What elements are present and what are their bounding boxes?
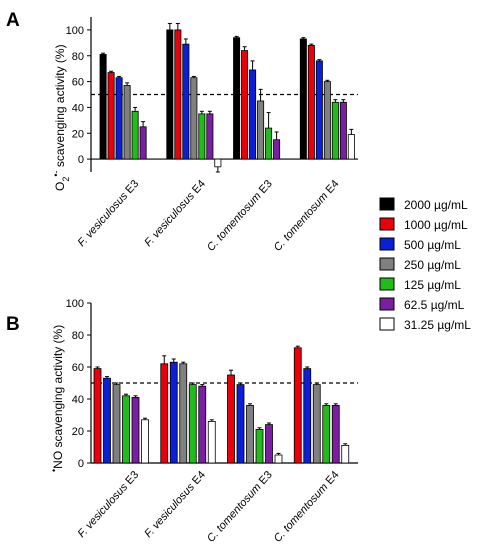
bar	[347, 134, 355, 160]
legend-label: 62.5 µg/mL	[404, 298, 465, 312]
category-label: F. vesiculosus E3	[76, 469, 142, 540]
bar	[265, 424, 273, 464]
bar	[166, 29, 174, 160]
bar	[198, 385, 207, 464]
y-label-sub: 2	[61, 177, 71, 182]
panel-b-plot: 0 20 40 60 80 100 F. vesiculosus E3F. vesiculo…	[66, 298, 358, 545]
legend-swatch	[379, 237, 395, 251]
bar	[198, 113, 206, 160]
bar	[174, 29, 182, 160]
bar	[331, 101, 339, 160]
bar	[293, 347, 302, 464]
bar	[131, 396, 140, 464]
category-label: F. vesiculosus E3	[76, 178, 142, 249]
bar	[160, 363, 169, 464]
category-label: C. tomentosum E4	[272, 469, 342, 545]
bar	[206, 113, 214, 160]
y-tick-label: 0	[78, 458, 84, 470]
panel-letter-a: A	[6, 10, 20, 31]
legend: 2000 µg/mL 1000 µg/mL 500 µg/mL 250 µg/mL 12…	[379, 197, 471, 332]
panel-letter-b: B	[6, 314, 20, 335]
panel-a-y-axis-label: O2•- scavenging activity (%)	[51, 44, 71, 191]
bar	[315, 60, 323, 160]
bar	[115, 77, 123, 160]
y-tick-label: 20	[72, 426, 84, 438]
bar	[107, 72, 115, 160]
bar	[93, 368, 102, 464]
legend-label: 500 µg/mL	[404, 238, 461, 252]
bar	[103, 377, 111, 464]
bar	[274, 454, 283, 464]
category-label: F. vesiculosus E4	[142, 178, 208, 249]
y-tick-label: 100	[66, 25, 84, 37]
bar	[131, 110, 139, 160]
y-label-sup: •-	[51, 170, 61, 176]
legend-label: 2000 µg/mL	[404, 198, 468, 212]
bar	[241, 50, 249, 160]
bar	[341, 444, 350, 464]
y-label-sup: •	[49, 469, 59, 472]
bar	[323, 81, 331, 160]
bar	[312, 384, 321, 464]
bar	[273, 139, 281, 160]
bar	[246, 404, 254, 464]
y-label-rest: NO scavenging activity (%)	[51, 325, 65, 469]
category-label: C. tomentosum E3	[205, 469, 275, 545]
bar	[99, 54, 107, 160]
legend-label: 31.25 µg/mL	[404, 318, 471, 332]
bar	[236, 384, 245, 464]
y-tick-label: 0	[78, 154, 84, 166]
y-label-o: O	[53, 182, 67, 191]
bar	[141, 419, 149, 464]
bar	[331, 404, 340, 464]
bar	[112, 384, 121, 464]
bar	[122, 395, 130, 464]
y-tick-label: 60	[72, 362, 84, 374]
y-tick-label: 80	[72, 330, 84, 342]
legend-swatch	[379, 217, 395, 231]
y-label-rest: scavenging activity (%)	[53, 44, 67, 170]
y-tick-label: 60	[72, 77, 84, 89]
legend-swatch	[379, 277, 395, 291]
bar	[265, 127, 273, 160]
bar	[339, 101, 347, 160]
bar	[139, 126, 147, 160]
y-tick-label: 40	[72, 394, 84, 406]
legend-label: 125 µg/mL	[404, 278, 461, 292]
legend-swatch	[379, 197, 395, 211]
bar	[207, 420, 216, 464]
bar	[179, 363, 188, 464]
bar	[322, 404, 331, 464]
bar	[123, 85, 131, 160]
bar	[188, 384, 197, 464]
bar	[255, 428, 264, 464]
legend-label: 1000 µg/mL	[404, 218, 468, 232]
bar	[182, 43, 190, 160]
bar	[169, 361, 178, 464]
category-label: C. tomentosum E4	[272, 178, 342, 254]
legend-swatch	[379, 297, 395, 311]
bar	[299, 38, 307, 160]
y-tick-label: 80	[72, 51, 84, 63]
bar	[257, 100, 265, 160]
bar	[214, 158, 222, 168]
legend-swatch	[379, 317, 395, 331]
panel-a-plot: 0 20 40 60 80 100 F. vesiculosus E3F. vesiculo…	[66, 17, 358, 254]
bar	[307, 45, 315, 160]
bar	[249, 69, 257, 160]
legend-swatch	[379, 257, 395, 271]
bar	[303, 368, 312, 464]
bar	[227, 374, 235, 464]
bar	[233, 37, 241, 160]
bar	[190, 77, 198, 160]
y-tick-label: 100	[66, 298, 84, 310]
category-label: C. tomentosum E3	[205, 178, 275, 254]
y-tick-label: 40	[72, 102, 84, 114]
panel-b-y-axis-label: •NO scavenging activity (%)	[49, 325, 65, 472]
category-label: F. vesiculosus E4	[142, 469, 208, 540]
legend-label: 250 µg/mL	[404, 258, 461, 272]
y-tick-label: 20	[72, 128, 84, 140]
